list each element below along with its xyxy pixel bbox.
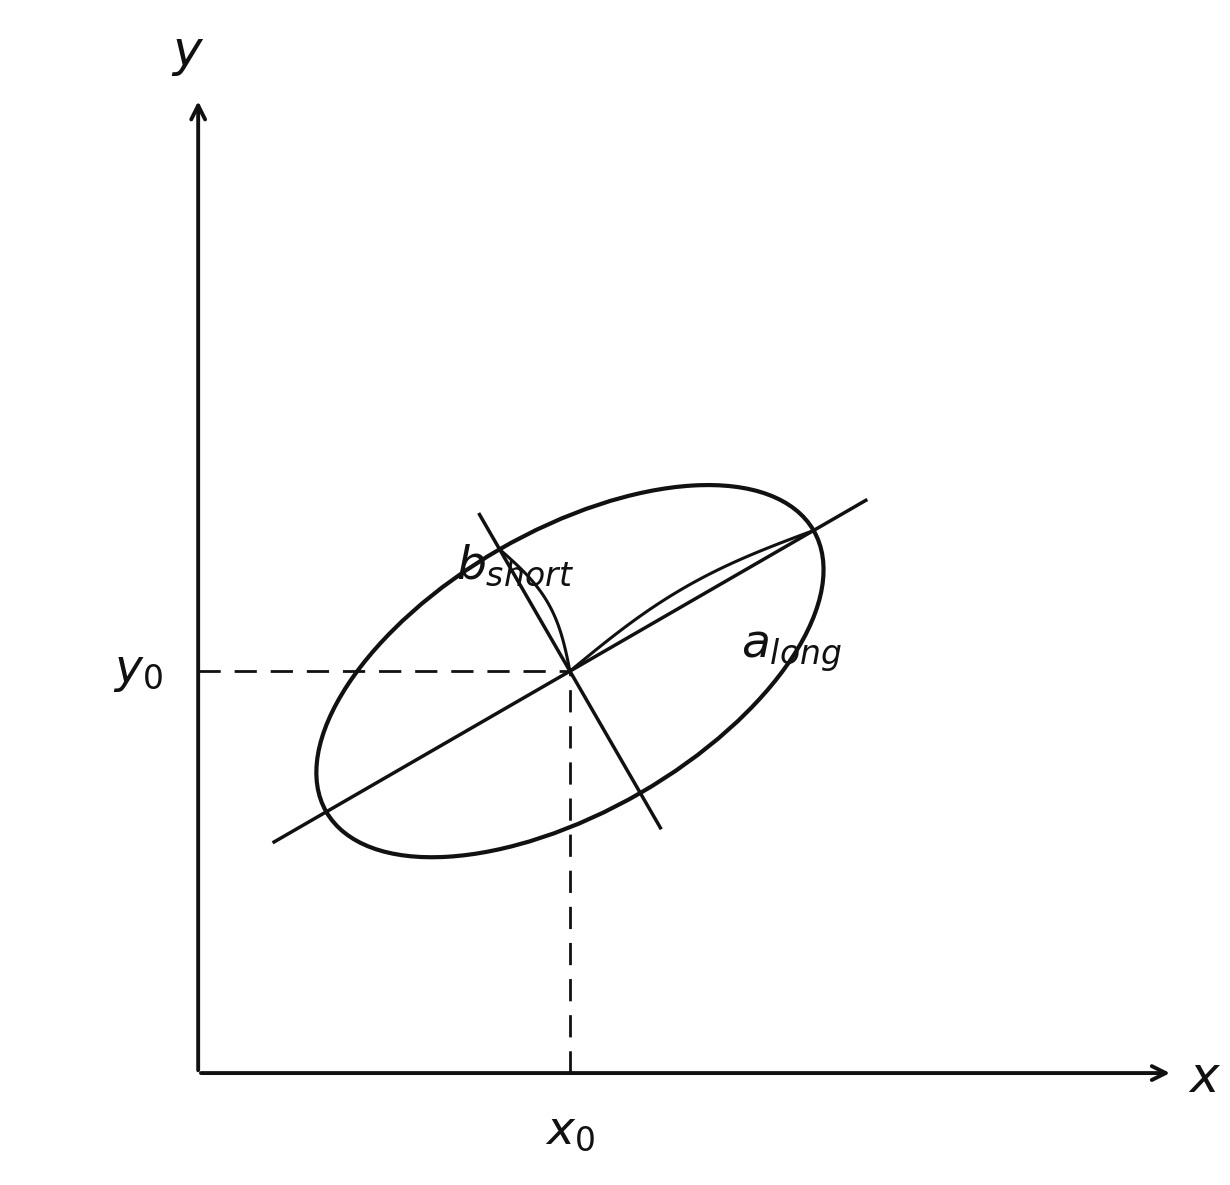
Text: $b_{short}$: $b_{short}$: [455, 543, 573, 589]
Text: $y$: $y$: [171, 28, 205, 78]
Text: $x$: $x$: [1188, 1053, 1221, 1103]
Text: $y_0$: $y_0$: [113, 648, 164, 693]
Text: $a_{long}$: $a_{long}$: [740, 628, 841, 674]
Text: $x_0$: $x_0$: [545, 1108, 595, 1153]
